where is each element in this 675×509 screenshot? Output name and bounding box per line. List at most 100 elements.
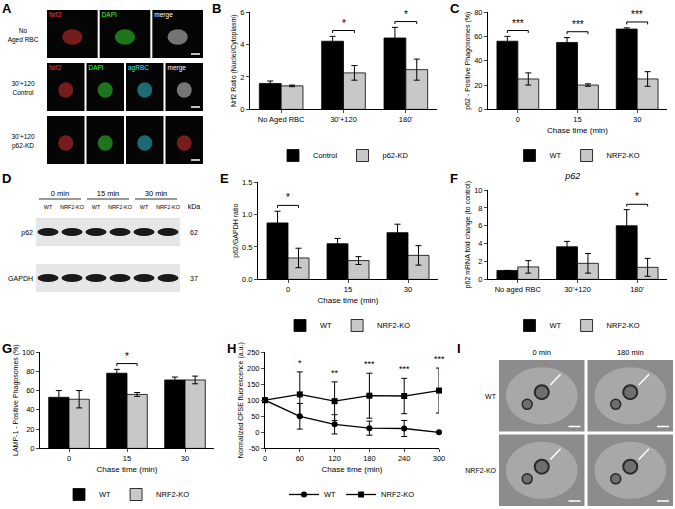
svg-text:80: 80 [26,367,34,376]
svg-text:62: 62 [190,229,198,236]
svg-text:4: 4 [240,40,244,49]
svg-text:WT: WT [550,151,562,160]
svg-text:50: 50 [251,412,259,421]
svg-text:p62-KD: p62-KD [383,151,409,160]
svg-text:NRF2-KO: NRF2-KO [156,490,189,499]
svg-text:0: 0 [478,105,482,114]
svg-text:30: 30 [633,115,641,124]
svg-text:0 min: 0 min [51,189,69,198]
svg-text:1.5: 1.5 [242,178,252,187]
svg-text:15: 15 [123,454,131,463]
svg-text:LAMP-1 - Positive Phagosomes (: LAMP-1 - Positive Phagosomes (%) [12,344,20,456]
svg-text:***: *** [434,354,445,364]
svg-text:60: 60 [474,32,482,41]
svg-text:200: 200 [247,364,260,373]
svg-text:kDa: kDa [188,203,201,210]
svg-text:*: * [404,9,408,20]
svg-text:NRF2-KO: NRF2-KO [607,321,640,330]
svg-text:DAPI: DAPI [89,64,104,71]
svg-text:4: 4 [478,239,482,248]
svg-text:0: 0 [240,105,244,114]
svg-text:100: 100 [247,396,260,405]
svg-text:GAPDH: GAPDH [8,275,33,282]
svg-text:30'+120: 30'+120 [564,285,591,294]
svg-text:***: *** [572,19,584,30]
svg-text:No Aged RBC: No Aged RBC [258,115,305,124]
svg-text:0: 0 [255,428,259,437]
svg-text:p62: p62 [564,171,580,181]
svg-text:Normalized CFSE fluorescence (: Normalized CFSE fluorescence (a.u.) [237,342,245,458]
svg-text:37: 37 [190,275,198,282]
svg-text:p62-KD: p62-KD [12,142,34,150]
svg-text:20: 20 [26,425,34,434]
svg-text:WT: WT [44,204,53,210]
svg-text:NRF2-KO: NRF2-KO [108,204,133,210]
svg-text:Chase time (min): Chase time (min) [318,296,379,305]
svg-text:Control: Control [13,89,35,96]
svg-text:WT: WT [99,490,111,499]
svg-text:240: 240 [398,454,411,463]
svg-text:Nrf2: Nrf2 [49,64,62,71]
svg-text:p62/GAPDH ratio: p62/GAPDH ratio [232,204,240,258]
svg-text:250: 250 [247,348,260,357]
svg-text:60: 60 [296,454,304,463]
svg-text:180': 180' [399,115,414,124]
svg-text:15: 15 [573,115,581,124]
svg-text:agRBC: agRBC [128,64,149,72]
svg-text:NRF2-KO: NRF2-KO [607,151,640,160]
svg-text:2: 2 [240,73,244,82]
svg-text:80: 80 [474,8,482,17]
svg-text:30: 30 [404,285,412,294]
svg-text:p62 mRNA fold change (to contr: p62 mRNA fold change (to control) [464,181,472,288]
svg-text:15 min: 15 min [97,189,120,198]
svg-text:40: 40 [26,405,34,414]
svg-text:Control: Control [313,151,338,160]
svg-text:Nrf2: Nrf2 [49,11,62,18]
svg-text:NRF2-KO: NRF2-KO [60,204,85,210]
svg-text:-50: -50 [249,444,260,453]
svg-text:NRF2-KO: NRF2-KO [465,467,496,474]
svg-text:***: *** [364,359,375,369]
svg-text:180 min: 180 min [617,348,644,357]
svg-text:merge: merge [168,64,187,72]
svg-text:p62: p62 [21,229,33,237]
svg-text:2: 2 [478,257,482,266]
svg-text:Nrf2 Ratio (Nuclei/Cytoplasm): Nrf2 Ratio (Nuclei/Cytoplasm) [230,14,238,107]
svg-text:40: 40 [474,56,482,65]
svg-text:p62 - Positive Phagosomes (%): p62 - Positive Phagosomes (%) [464,12,472,110]
svg-text:0.0: 0.0 [242,275,252,284]
svg-text:0: 0 [263,454,267,463]
svg-text:*: * [298,358,302,368]
svg-text:0.5: 0.5 [242,243,252,252]
svg-text:10: 10 [474,186,482,195]
svg-text:150: 150 [247,380,260,389]
svg-text:*: * [342,18,346,29]
svg-text:30 min: 30 min [145,189,168,198]
svg-text:WT: WT [550,321,562,330]
svg-text:30'+120: 30'+120 [11,80,34,87]
svg-text:0: 0 [67,454,71,463]
svg-text:*: * [286,192,290,203]
svg-text:WT: WT [324,490,336,499]
svg-text:**: ** [331,368,339,378]
svg-text:NRF2-KO: NRF2-KO [377,321,410,330]
svg-text:***: *** [512,18,524,29]
svg-text:0: 0 [286,285,290,294]
svg-text:0: 0 [30,444,34,453]
svg-text:60: 60 [26,386,34,395]
svg-text:300: 300 [433,454,446,463]
svg-text:100: 100 [22,348,35,357]
svg-text:0: 0 [478,275,482,284]
svg-text:1.0: 1.0 [242,210,252,219]
svg-text:6: 6 [478,221,482,230]
svg-text:Chase time (min): Chase time (min) [322,465,383,474]
svg-text:Chase time (min): Chase time (min) [547,126,608,135]
svg-text:30'+120: 30'+120 [330,115,357,124]
svg-text:***: *** [399,364,410,374]
svg-text:*: * [125,351,129,362]
svg-text:180: 180 [363,454,376,463]
svg-text:No: No [19,27,28,34]
svg-text:*: * [635,191,639,202]
svg-text:Aged RBC: Aged RBC [8,36,39,44]
svg-text:No aged RBC: No aged RBC [495,285,542,294]
